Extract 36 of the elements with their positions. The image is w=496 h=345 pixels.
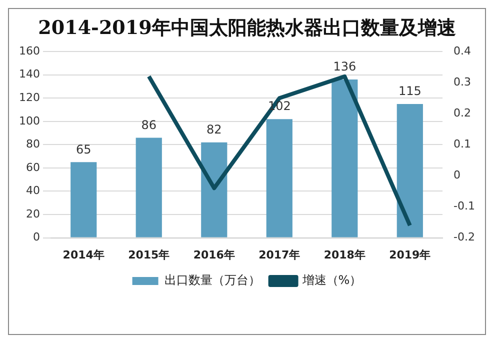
x-tick-label: 2018年	[324, 248, 366, 262]
y2-tick-label: 0.1	[454, 138, 472, 151]
y-tick-label: 120	[18, 91, 40, 104]
bar	[332, 80, 358, 238]
x-tick-label: 2019年	[389, 248, 431, 262]
data-label: 115	[398, 84, 422, 98]
bar	[266, 119, 292, 238]
y-tick-label: 0	[32, 230, 40, 244]
y-tick-label: 40	[26, 184, 40, 198]
data-label: 65	[76, 142, 92, 156]
data-label: 86	[141, 118, 157, 132]
y2-tick-label: -0.1	[454, 200, 476, 213]
y2-tick-label: 0.3	[454, 75, 472, 88]
x-tick-label: 2017年	[258, 248, 300, 262]
data-label: 136	[333, 60, 356, 74]
chart-title: 2014-2019年中国太阳能热水器出口数量及增速	[37, 16, 457, 41]
y2-tick-label: 0.2	[454, 106, 472, 120]
y-tick-label: 60	[26, 160, 40, 174]
y-tick-label: 80	[26, 138, 40, 151]
legend-label: 出口数量（万台）	[164, 273, 260, 288]
y-tick-label: 140	[18, 68, 40, 81]
y-tick-label: 160	[18, 44, 40, 58]
data-label: 82	[206, 122, 222, 136]
bar	[136, 138, 162, 238]
x-tick-label: 2015年	[128, 248, 170, 262]
y-tick-label: 20	[26, 207, 40, 220]
bar	[70, 162, 97, 238]
x-tick-label: 2016年	[193, 248, 235, 262]
y2-tick-label: 0.4	[454, 44, 472, 58]
y2-tick-label: -0.2	[454, 230, 476, 244]
y2-tick-label: 0	[454, 168, 461, 182]
y-tick-label: 100	[18, 114, 40, 128]
legend-label: 增速（%）	[301, 273, 362, 288]
bar	[201, 142, 228, 238]
bar	[396, 104, 423, 238]
x-tick-label: 2014年	[62, 248, 104, 262]
